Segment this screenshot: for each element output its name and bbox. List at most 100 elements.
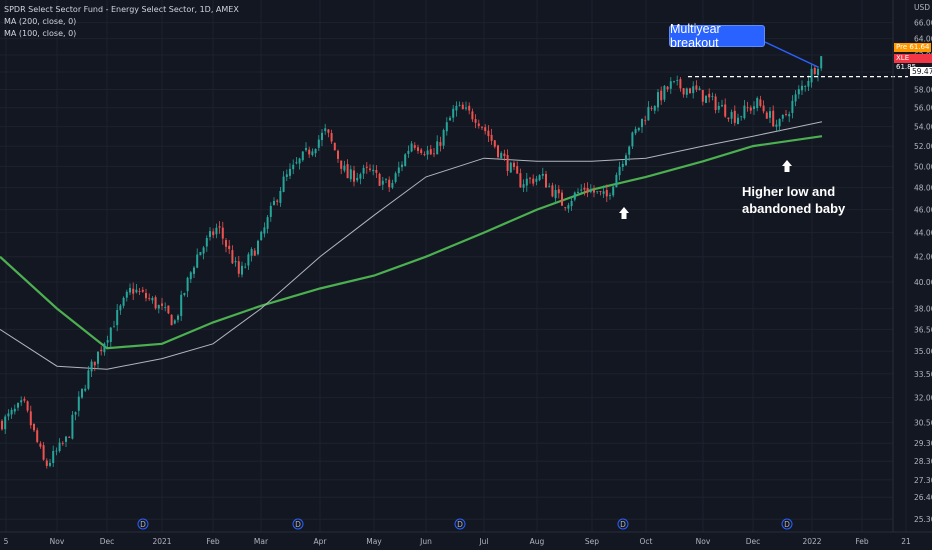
candle-body — [705, 95, 707, 103]
candle-body — [125, 291, 128, 298]
candle-body — [772, 110, 775, 127]
candle-body — [247, 254, 250, 266]
candle-body — [580, 189, 583, 191]
x-tick-label: Jun — [419, 537, 432, 546]
candle-body — [551, 185, 554, 197]
candle-body — [301, 151, 304, 161]
y-tick-label: 66.00 — [914, 19, 932, 28]
candle-body — [388, 179, 391, 188]
legend-ma200: MA (200, close, 0) — [4, 17, 77, 26]
candle-body — [737, 117, 739, 124]
candle-body — [122, 297, 125, 306]
candle-body — [87, 370, 90, 389]
candle-body — [250, 249, 253, 256]
candle-body — [660, 90, 663, 101]
candle-body — [791, 100, 794, 113]
candle-body — [186, 277, 189, 292]
candle-body — [538, 175, 541, 181]
candle-body — [58, 442, 61, 452]
candle-body — [513, 162, 515, 167]
candle-body — [260, 231, 263, 241]
candle-body — [365, 166, 368, 168]
up-arrow-icon — [782, 160, 792, 172]
candle-body — [228, 245, 231, 250]
candle-body — [532, 178, 535, 184]
candle-body — [525, 178, 528, 186]
candle-body — [493, 140, 496, 147]
candle-body — [138, 291, 141, 292]
candle-body — [4, 416, 7, 430]
candle-body — [157, 305, 160, 309]
candle-body — [167, 305, 170, 314]
candle-body — [628, 146, 631, 155]
pre-price-tag: Pre 61.64 — [894, 43, 932, 52]
candle-body — [692, 86, 695, 94]
candle-body — [343, 165, 346, 171]
candle-body — [535, 178, 538, 182]
legend-ma100: MA (100, close, 0) — [4, 29, 77, 38]
candle-body — [817, 68, 819, 76]
x-tick-label: Dec — [746, 537, 761, 546]
candle-body — [7, 413, 10, 417]
candle-body — [765, 112, 768, 119]
candle-body — [605, 190, 608, 197]
candle-body — [689, 88, 691, 94]
candle-body — [644, 120, 647, 122]
candle-body — [573, 192, 576, 200]
candle-body — [554, 189, 557, 199]
candle-body — [49, 462, 51, 466]
candle-body — [257, 240, 259, 255]
candle-body — [634, 129, 637, 134]
candle-body — [225, 240, 227, 247]
candle-body — [234, 261, 237, 263]
candle-body — [170, 314, 173, 326]
candle-body — [237, 261, 240, 274]
x-tick-label: Aug — [530, 537, 545, 546]
candle-body — [743, 105, 746, 119]
candle-body — [285, 174, 288, 177]
candle-body — [340, 160, 343, 169]
y-tick-label: 48.00 — [914, 184, 932, 193]
candle-body — [749, 107, 752, 111]
dividend-marker-icon — [292, 518, 304, 530]
candle-body — [90, 361, 93, 372]
candle-body — [567, 205, 570, 209]
candle-body — [154, 297, 157, 309]
candle-body — [180, 294, 183, 316]
legend-title: SPDR Select Sector Fund - Energy Select … — [4, 5, 239, 14]
candle-body — [711, 95, 714, 97]
y-tick-label: 56.00 — [914, 104, 932, 113]
candle-body — [173, 320, 176, 324]
candle-body — [410, 143, 413, 152]
candle-body — [346, 164, 349, 179]
candle-body — [714, 96, 717, 111]
candle-body — [36, 430, 39, 442]
dividend-marker-label: D — [140, 520, 146, 529]
y-tick-label: 26.40 — [914, 493, 932, 502]
candle-body — [618, 166, 621, 176]
x-tick-label: Feb — [206, 537, 220, 546]
candle-body — [202, 247, 205, 254]
x-axis: 5 Nov Dec 2021 Feb Mar Apr May Jun Jul Aug Sep Oct No… — [4, 518, 911, 546]
candle-body — [93, 361, 96, 366]
candle-body — [417, 147, 419, 151]
candle-body — [708, 93, 711, 98]
candle-body — [759, 99, 762, 106]
higher-low-annotation: Higher low and abandoned baby — [742, 183, 845, 217]
candle-body — [625, 155, 627, 166]
y-tick-label: 28.30 — [914, 457, 932, 466]
x-tick-label: Sep — [585, 537, 599, 546]
x-tick-label: Jul — [478, 537, 488, 546]
x-tick-label: Apr — [314, 537, 328, 546]
breakout-callout[interactable]: Multiyear breakout — [669, 22, 765, 50]
candle-body — [413, 145, 416, 148]
x-tick-label: Nov — [696, 537, 711, 546]
candle-body — [359, 174, 362, 179]
y-tick-label: 64.00 — [914, 35, 932, 44]
candle-body — [439, 142, 442, 146]
y-tick-label: 42.00 — [914, 253, 932, 262]
x-tick-label: Dec — [100, 537, 115, 546]
candle-body — [609, 195, 611, 196]
candle-body — [503, 153, 506, 157]
